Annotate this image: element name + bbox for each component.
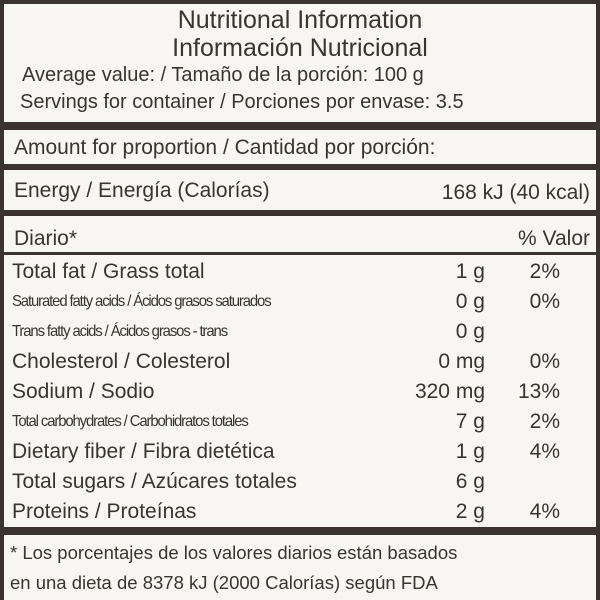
nutrient-dv: 4% bbox=[529, 440, 560, 463]
nutrient-dv: 0% bbox=[529, 350, 560, 373]
nutrient-row: Total sugars / Azúcares totales 6 g bbox=[12, 465, 588, 495]
nutrient-amount: 1 g bbox=[455, 260, 485, 283]
nutrient-dv: 13% bbox=[517, 380, 560, 403]
nutrient-name: Total carbohydrates / Carbohidratos tota… bbox=[12, 413, 249, 430]
nutrient-row: Proteins / Proteínas 2 g 4% bbox=[12, 495, 588, 525]
nutrient-amount: 0 g bbox=[455, 320, 485, 343]
nutrient-dv: 0% bbox=[529, 290, 560, 313]
divider bbox=[0, 164, 600, 170]
divider-thick bbox=[0, 122, 600, 130]
nutrient-dv: 2% bbox=[529, 260, 560, 283]
nutrient-row: Trans fatty acids / Ácidos grasos - tran… bbox=[12, 315, 588, 345]
nutrient-name: Total sugars / Azúcares totales bbox=[12, 470, 297, 493]
nutrient-amount: 0 mg bbox=[438, 350, 485, 373]
nutrient-row: Total carbohydrates / Carbohidratos tota… bbox=[12, 405, 588, 435]
servings-per-container: Servings for container / Porciones por e… bbox=[20, 91, 464, 113]
nutrient-name: Cholesterol / Colesterol bbox=[12, 350, 231, 373]
nutrient-amount: 2 g bbox=[455, 500, 485, 523]
divider-thick bbox=[0, 527, 600, 535]
divider-thin bbox=[0, 252, 600, 255]
nutrient-amount: 1 g bbox=[455, 440, 485, 463]
nutrient-dv: 2% bbox=[529, 410, 560, 433]
footnote-line-2: en una dieta de 8378 kJ (2000 Calorías) … bbox=[10, 572, 438, 593]
nutrient-row: Sodium / Sodio 320 mg 13% bbox=[12, 375, 588, 405]
daily-header-right: % Valor bbox=[518, 227, 590, 250]
nutrient-row: Cholesterol / Colesterol 0 mg 0% bbox=[12, 345, 588, 375]
serving-size: Average value: / Tamaño de la porción: 1… bbox=[22, 64, 424, 86]
nutrient-row: Dietary fiber / Fibra dietética 1 g 4% bbox=[12, 435, 588, 465]
nutrient-row: Total fat / Grass total 1 g 2% bbox=[12, 255, 588, 285]
daily-header-left: Diario* bbox=[14, 227, 78, 250]
energy-label: Energy / Energía (Calorías) bbox=[14, 179, 270, 202]
title-english: Nutritional Information bbox=[177, 6, 423, 34]
nutrient-name: Total fat / Grass total bbox=[12, 260, 205, 283]
nutrient-name: Sodium / Sodio bbox=[12, 380, 155, 403]
footnote-line-1: * Los porcentajes de los valores diarios… bbox=[10, 542, 458, 563]
nutrient-name: Trans fatty acids / Ácidos grasos - tran… bbox=[12, 323, 228, 340]
nutrient-amount: 7 g bbox=[455, 410, 485, 433]
title-spanish: Información Nutricional bbox=[172, 34, 428, 62]
amount-header: Amount for proportion / Cantidad por por… bbox=[14, 136, 436, 159]
nutrient-dv: 4% bbox=[529, 500, 560, 523]
divider bbox=[0, 210, 600, 216]
nutrient-row: Saturated fatty acids / Ácidos grasos sa… bbox=[12, 285, 588, 315]
energy-value: 168 kJ (40 kcal) bbox=[441, 181, 590, 204]
nutrient-amount: 6 g bbox=[455, 470, 485, 493]
nutrient-amount: 0 g bbox=[455, 290, 485, 313]
nutrient-name: Proteins / Proteínas bbox=[12, 500, 197, 523]
nutrient-amount: 320 mg bbox=[414, 380, 485, 403]
nutrient-name: Saturated fatty acids / Ácidos grasos sa… bbox=[12, 293, 272, 310]
nutrient-name: Dietary fiber / Fibra dietética bbox=[12, 440, 275, 463]
